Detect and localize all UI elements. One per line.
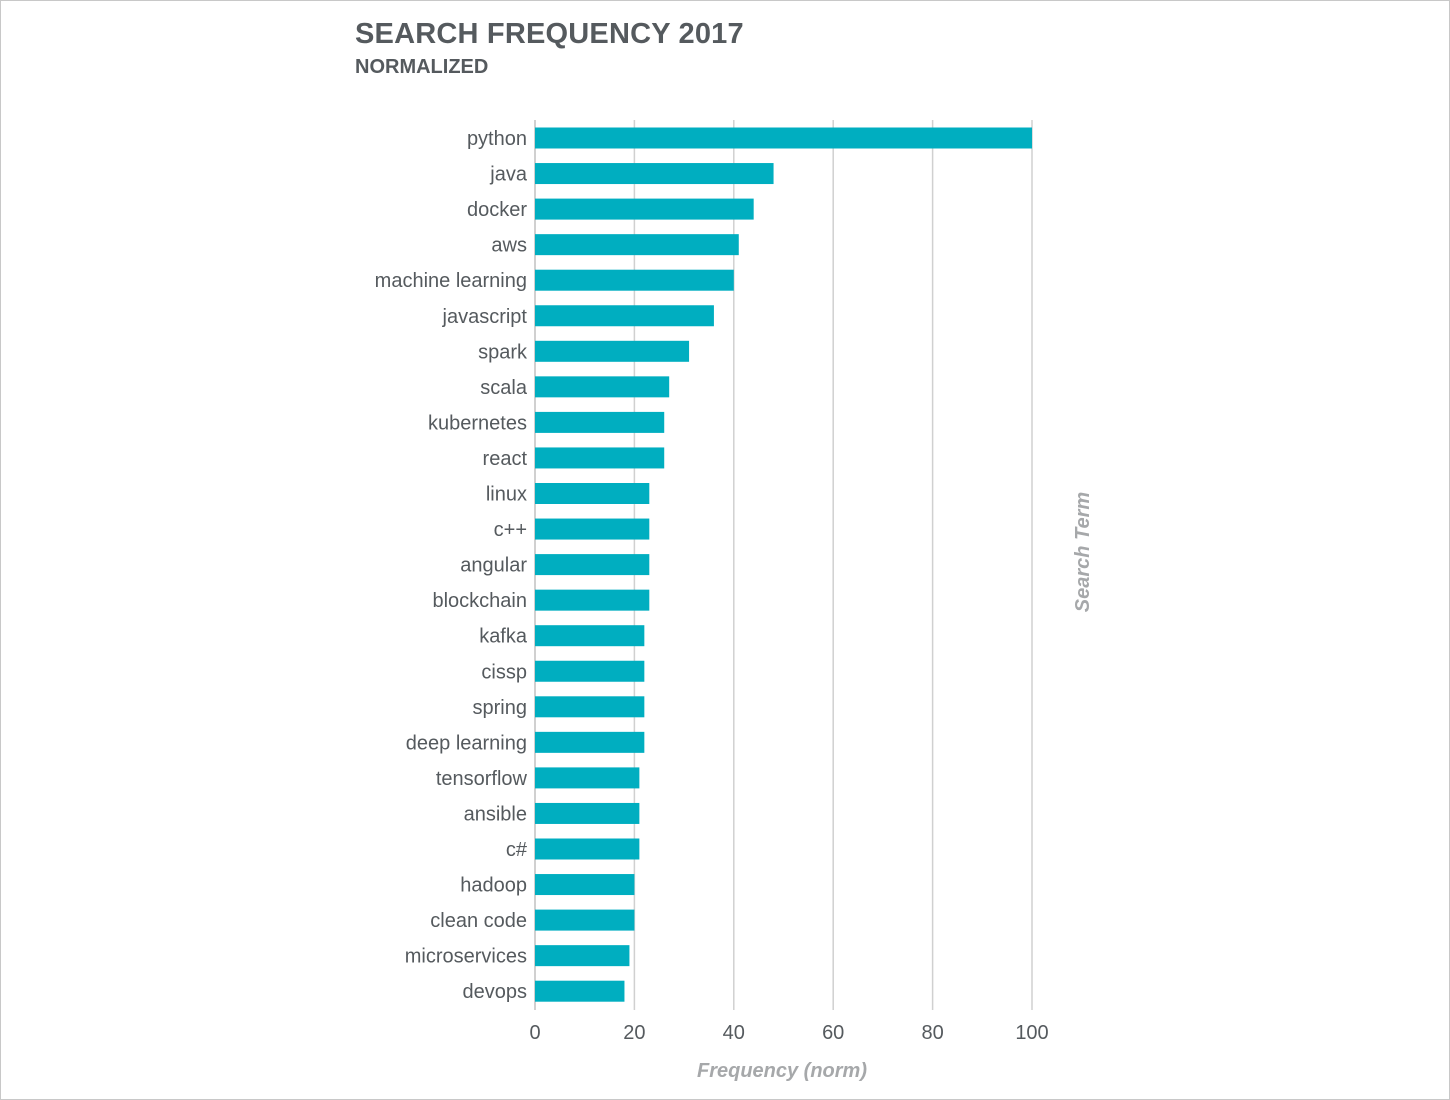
bars	[535, 127, 1032, 1002]
x-tick-label: 20	[623, 1022, 645, 1044]
bar-kafka	[535, 625, 645, 647]
category-labels: python java docker aws machine learning javas…	[375, 128, 528, 1003]
category-label: kubernetes	[428, 412, 527, 434]
bar-kubernetes	[535, 411, 665, 433]
category-label: aws	[491, 235, 527, 257]
category-label: spring	[473, 697, 527, 719]
x-tick-label: 0	[529, 1022, 540, 1044]
bar-machine-learning	[535, 269, 734, 291]
category-label: deep learning	[406, 732, 527, 754]
bar-angular	[535, 554, 650, 576]
y-axis-title: Search Term	[1072, 492, 1094, 612]
x-axis-title: Frequency (norm)	[697, 1060, 867, 1082]
category-label: blockchain	[432, 590, 527, 612]
category-label: machine learning	[375, 270, 527, 292]
category-label: clean code	[430, 910, 527, 932]
bar-deep-learning	[535, 731, 645, 753]
bar-java	[535, 163, 774, 185]
bar-hadoop	[535, 874, 635, 896]
bar-cissp	[535, 660, 645, 682]
category-label: docker	[467, 199, 527, 221]
category-label: cissp	[481, 661, 527, 683]
bar-tensorflow	[535, 767, 640, 789]
bar-linux	[535, 483, 650, 504]
category-label: kafka	[479, 626, 528, 648]
bar-ansible	[535, 802, 640, 824]
bar-spring	[535, 696, 645, 718]
category-label: react	[483, 448, 528, 470]
x-tick-label: 40	[723, 1022, 745, 1044]
bar-clean-code	[535, 909, 635, 931]
category-label: linux	[486, 484, 527, 506]
bar-docker	[535, 198, 754, 220]
bar-javascript	[535, 305, 714, 327]
category-label: c#	[506, 839, 528, 861]
category-label: microservices	[405, 946, 527, 968]
bar-scala	[535, 376, 670, 398]
x-tick-labels: 0 20 40 60 80 100	[529, 1022, 1048, 1044]
category-label: javascript	[442, 306, 528, 328]
category-label: tensorflow	[436, 768, 528, 790]
bar-spark	[535, 340, 690, 362]
chart-subtitle: NORMALIZED	[355, 56, 489, 78]
bar-aws	[535, 234, 739, 256]
bar-c-	[535, 518, 650, 540]
category-label: python	[467, 128, 527, 150]
category-label: ansible	[464, 803, 527, 825]
bar-devops	[535, 980, 625, 1002]
gridlines	[534, 120, 1033, 1010]
category-label: hadoop	[460, 875, 527, 897]
chart-title: SEARCH FREQUENCY 2017	[355, 18, 744, 50]
x-tick-label: 80	[921, 1022, 943, 1044]
x-tick-label: 60	[822, 1022, 844, 1044]
bar-microservices	[535, 945, 630, 967]
bar-c-	[535, 838, 640, 860]
category-label: devops	[463, 981, 528, 1003]
x-tick-label: 100	[1015, 1022, 1048, 1044]
category-label: angular	[460, 555, 527, 577]
bar-blockchain	[535, 589, 650, 611]
category-label: scala	[480, 377, 528, 399]
bar-react	[535, 447, 665, 469]
category-label: java	[489, 164, 528, 186]
bar-python	[535, 127, 1032, 149]
category-label: c++	[494, 519, 527, 541]
category-label: spark	[478, 341, 528, 363]
